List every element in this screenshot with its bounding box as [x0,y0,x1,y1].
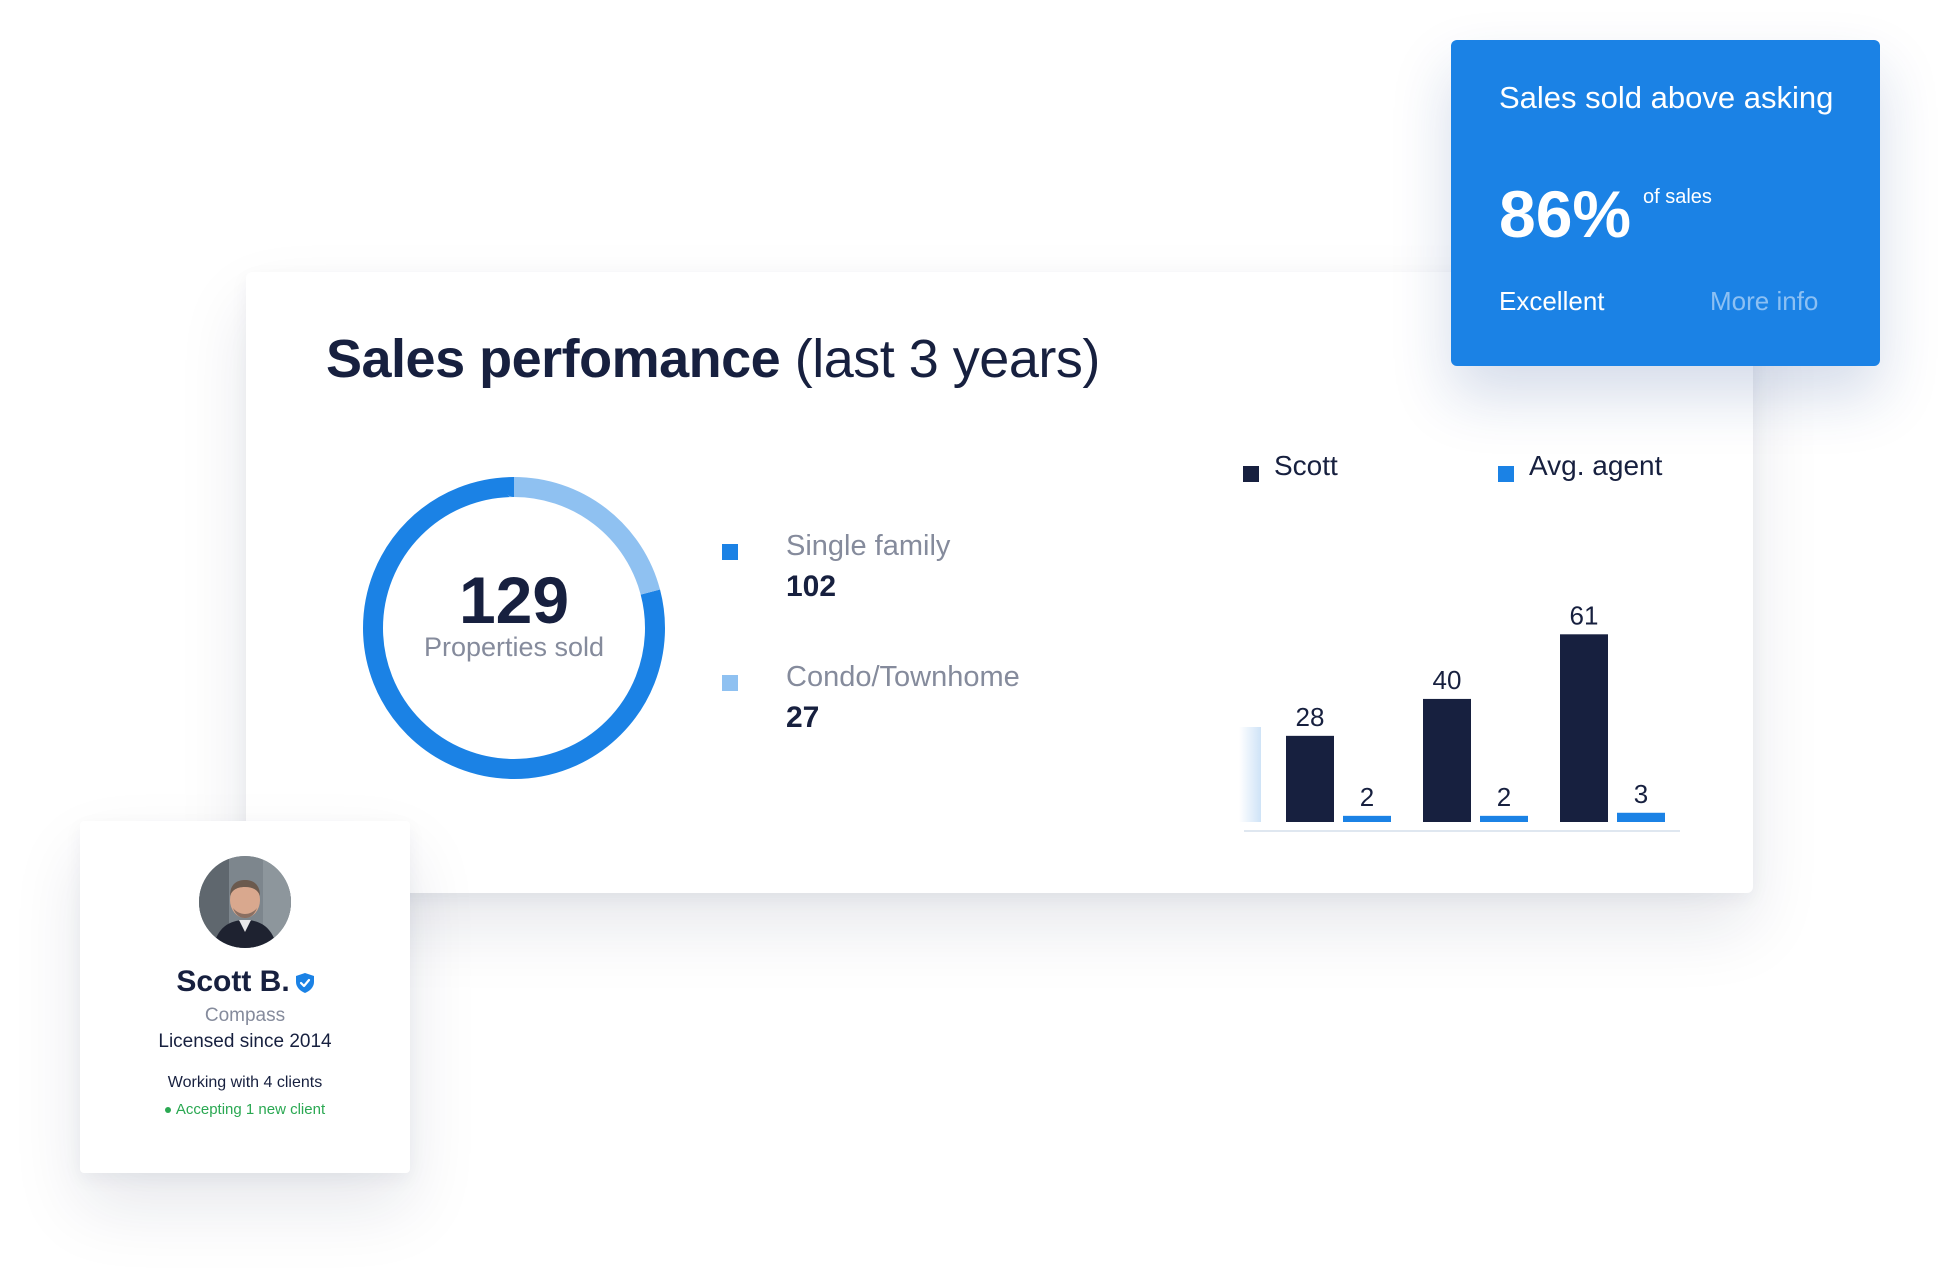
bar-label-avg-agent-1: 2 [1360,782,1374,812]
donut-caption: Properties sold [423,632,605,662]
single-family-swatch [722,544,738,560]
agent-accepting-text: Accepting 1 new client [175,1101,326,1118]
stat-rating: Excellent [1499,286,1605,316]
legend-avg-label: Avg. agent [1529,450,1663,481]
legend-scott-label: Scott [1274,450,1338,481]
bar-label-scott-3: 61 [1570,600,1599,630]
bar-avg-agent-3 [1617,812,1665,822]
faded-bar-edge [1239,727,1261,822]
agent-licensed: Licensed since 2014 [158,1031,332,1052]
avatar [199,856,291,948]
stat-title: Sales sold above asking [1499,80,1834,115]
agent-card: Scott B. Compass Licensed since 2014 Wor… [80,821,410,1173]
status-dot-icon [164,1107,171,1114]
title-period: (last 3 years) [794,329,1101,389]
condo-swatch [722,675,738,691]
single-family-label: Single family [786,530,951,562]
legend-avg-swatch [1498,466,1514,482]
agent-name: Scott B. [80,965,410,999]
agent-accepting-status: Accepting 1 new client [80,1101,410,1118]
bar-label-scott-2: 40 [1433,665,1462,695]
donut-segment-condo [363,477,665,779]
bar-label-avg-agent-2: 2 [1497,782,1511,812]
donut-total-value: 129 [458,563,570,637]
above-asking-card: Sales sold above asking 86% of sales Exc… [1451,40,1880,366]
condo-label: Condo/Townhome [786,661,1020,693]
more-info-link[interactable]: More info [1710,286,1819,316]
sales-performance-card: Sales perfomance (last 3 years) 129 Prop… [246,272,1753,893]
agent-clients: Working with 4 clients [167,1074,323,1091]
bar-scott-1 [1286,735,1334,822]
properties-donut-chart [363,477,665,779]
page-title: Sales perfomance (last 3 years) [326,328,1100,390]
bar-scott-2 [1423,698,1471,822]
stat-unit: of sales [1643,186,1712,208]
bar-avg-agent-1 [1343,815,1391,822]
legend-scott-swatch [1243,466,1259,482]
bar-label-scott-1: 28 [1296,702,1325,732]
sales-bar-chart: 28 40 61 2 2 3 [1239,600,1680,832]
bar-scott-3 [1560,634,1608,822]
title-bold: Sales perfomance [326,329,781,389]
agent-name-text: Scott B. [176,965,290,998]
bar-label-avg-agent-3: 3 [1634,779,1648,809]
stat-value: 86% [1499,177,1632,251]
avatar-portrait-icon [199,856,291,948]
bar-avg-agent-2 [1480,815,1528,822]
agent-company: Compass [204,1005,286,1026]
condo-value: 27 [786,701,820,734]
single-family-value: 102 [786,570,837,603]
verified-badge-icon [295,973,314,994]
